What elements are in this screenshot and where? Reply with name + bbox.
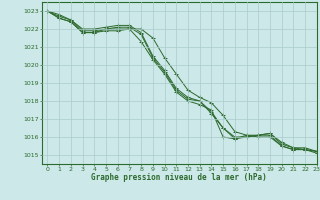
X-axis label: Graphe pression niveau de la mer (hPa): Graphe pression niveau de la mer (hPa) (91, 173, 267, 182)
